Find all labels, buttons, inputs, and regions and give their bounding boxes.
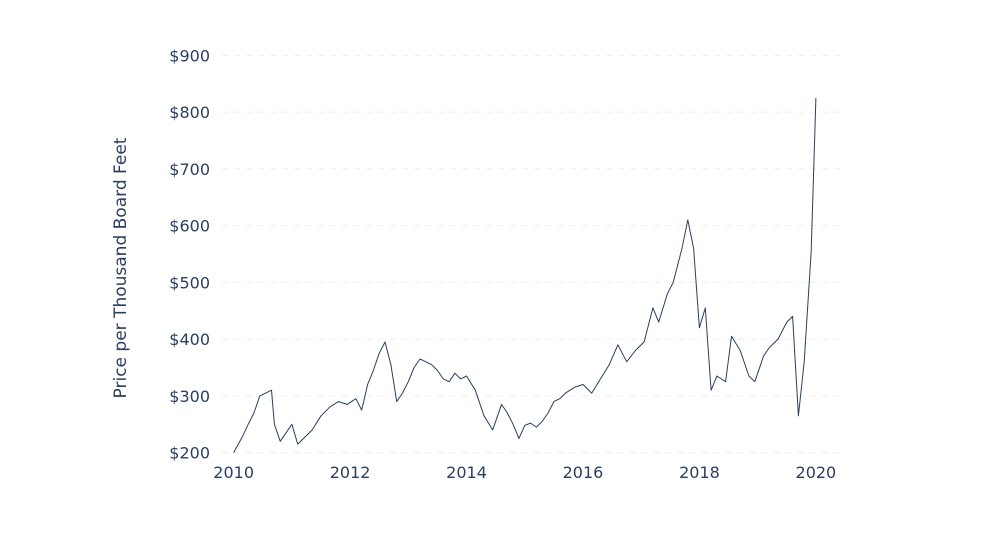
x-tick-label: 2020 (796, 463, 837, 482)
y-tick-label: $800 (169, 103, 210, 122)
y-tick-label: $600 (169, 217, 210, 236)
price-series-line (233, 97, 817, 453)
y-tick-label: $400 (169, 330, 210, 349)
x-tick-label: 2016 (563, 463, 604, 482)
series-layer (233, 97, 817, 453)
y-tick-label: $300 (169, 387, 210, 406)
x-tick-label: 2012 (330, 463, 371, 482)
y-axis-title: Price per Thousand Board Feet (111, 137, 131, 398)
x-tick-label: 2018 (679, 463, 720, 482)
x-tick-label: 2010 (213, 463, 254, 482)
y-tick-label: $500 (169, 273, 210, 292)
y-tick-label: $700 (169, 160, 210, 179)
y-tick-label: $900 (169, 46, 210, 65)
x-tick-label: 2014 (446, 463, 487, 482)
x-axis-ticks: 2010 2012 2014 2016 2018 2020 (213, 463, 836, 482)
y-tick-label: $200 (169, 444, 210, 463)
gridlines (222, 54, 845, 454)
y-axis-ticks: $200 $300 $400 $500 $600 $700 $800 $900 (169, 46, 210, 462)
